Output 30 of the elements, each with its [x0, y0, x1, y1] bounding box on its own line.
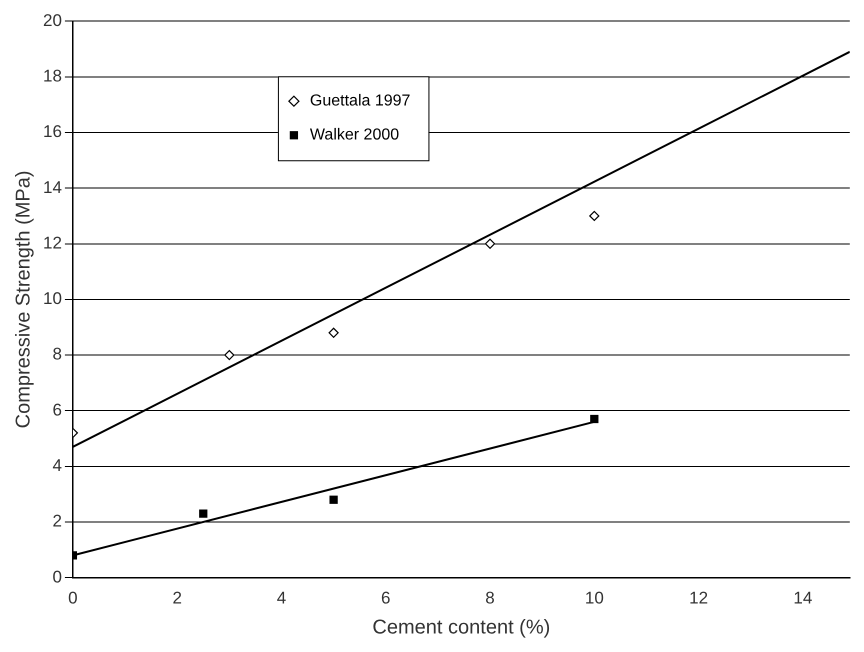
y-tick-label: 18: [42, 66, 62, 86]
x-tick-label: 6: [381, 588, 390, 608]
y-tick-label: 12: [42, 233, 62, 252]
point: [224, 350, 234, 360]
legend-label: Guettala 1997: [310, 92, 411, 110]
point: [590, 414, 598, 424]
y-tick-label: 0: [52, 567, 62, 586]
x-tick-label: 12: [689, 588, 708, 608]
x-tick-label: 4: [276, 588, 286, 608]
x-tick-label: 2: [172, 588, 182, 608]
x-tick-label: 0: [68, 588, 78, 608]
x-tick-label: 10: [584, 588, 604, 608]
y-tick-label: 20: [42, 10, 62, 30]
y-tick-label: 10: [42, 289, 62, 308]
point: [199, 509, 208, 518]
point: [589, 210, 600, 222]
y-tick-label: 16: [42, 122, 62, 142]
y-tick-label: 4: [52, 456, 62, 476]
y-tick-label: 2: [52, 512, 62, 531]
point: [329, 496, 338, 504]
legend-label: Walker 2000: [310, 126, 400, 144]
x-axis-title: Cement content (%): [372, 616, 550, 639]
y-tick-label: 6: [52, 400, 62, 420]
y-tick-label: 8: [52, 344, 62, 364]
x-tick-label: 8: [485, 588, 495, 608]
y-tick-label: 14: [42, 178, 62, 197]
y-axis-title: Compressive Strength (MPa): [12, 170, 35, 428]
x-tick-label: 14: [793, 588, 812, 608]
point: [328, 328, 339, 338]
point: [484, 238, 496, 249]
